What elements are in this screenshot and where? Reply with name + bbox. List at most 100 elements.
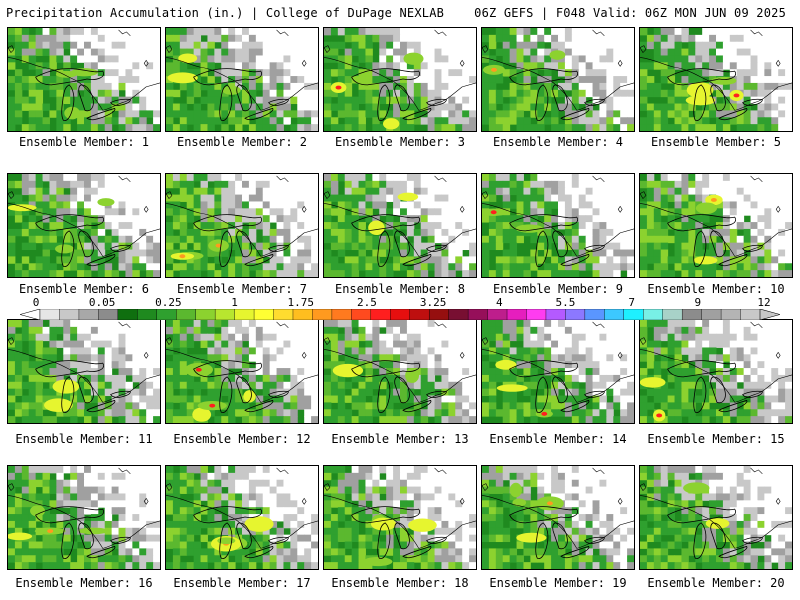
precip-cell [166,235,174,244]
precip-cell [146,340,154,348]
precip-cell [111,500,120,508]
precip-cell [620,103,628,111]
precip-cell [84,374,92,383]
precip-cell [146,235,154,244]
precip-cell [84,249,92,257]
precip-cell [695,381,703,390]
precip-cell [125,76,133,84]
precip-cell [585,354,594,362]
precip-cell [523,89,531,98]
precip-cell [627,82,634,91]
precip-cell [702,117,710,125]
lake-outline [351,68,421,86]
lake-of-the-woods [324,45,331,53]
precip-cell [248,34,257,43]
precip-cell [125,500,133,508]
precip-cell [469,89,476,98]
precip-cell [21,333,30,342]
precip-cell [221,48,229,56]
precip-cell [49,82,57,91]
precip-cell [427,215,436,223]
precip-cell [8,416,16,423]
precip-cell [606,381,614,390]
precip-cell [462,333,470,342]
precip-cell [200,263,208,271]
precip-cell [681,228,689,237]
precip-cell [63,235,71,244]
precip-cell [413,117,422,125]
precip-cell [193,354,202,362]
lake-outline [693,230,707,267]
precip-cell [118,103,126,111]
precip-cell [153,409,160,417]
precip-cell [125,174,133,182]
precip-cell [84,89,92,98]
precip-cell [606,201,614,209]
precip-cell [544,326,552,335]
precip-blob [192,407,212,422]
precip-cell [8,395,16,403]
precip-cell [599,395,607,403]
precip-cell [344,228,353,237]
precip-blob [383,118,400,130]
lake-of-the-woods [8,191,15,199]
precip-cell [571,263,580,271]
precip-cell [764,347,772,355]
precip-cell [695,263,703,271]
precip-cell [482,82,490,91]
precip-map [166,174,318,277]
precip-cell [627,201,634,209]
precip-cell [132,493,140,501]
lake-outline [268,390,289,398]
precip-cell [70,466,78,474]
precip-cell [564,354,573,362]
precip-cell [722,96,731,105]
precip-cell [585,333,594,342]
precip-cell [97,368,106,376]
precip-cell [255,381,264,390]
precip-cell [49,500,57,508]
precip-cell [221,96,229,105]
precip-cell [681,222,689,230]
precip-cell [104,514,113,522]
precip-cell [681,201,689,209]
precip-cell [276,340,284,348]
precip-cell [351,320,360,328]
precip-cell [8,62,16,70]
precip-cell [523,263,531,271]
precip-cell [8,466,16,474]
precip-cell [413,201,422,209]
precip-cell [695,270,703,277]
precip-cell [778,333,786,342]
precip-cell [146,41,154,50]
precip-cell [488,89,497,98]
precip-cell [276,228,284,237]
precip-cell [495,34,504,43]
precip-cell [104,110,113,118]
precip-cell [448,82,456,91]
precip-cell [63,500,71,508]
precip-cell [8,548,16,556]
precip-cell [186,215,195,223]
precip-cell [372,110,380,118]
precip-map [166,320,318,423]
precip-cell [716,270,724,277]
precip-cell [207,174,215,182]
precip-cell [90,96,99,105]
precip-cell [729,270,738,277]
precip-cell [537,222,545,230]
precip-cell [28,124,37,131]
precip-cell [276,180,284,189]
precip-cell [455,69,463,77]
precip-cell [344,194,353,202]
precip-cell [613,263,621,271]
precip-cell [104,486,113,494]
precip-cell [551,326,559,335]
precip-cell [599,41,607,50]
precip-cell [592,194,600,202]
precip-blob [397,192,419,202]
precip-cell [434,249,442,257]
precip-cell [235,354,243,362]
precip-cell [63,326,71,335]
precip-cell [269,263,278,271]
